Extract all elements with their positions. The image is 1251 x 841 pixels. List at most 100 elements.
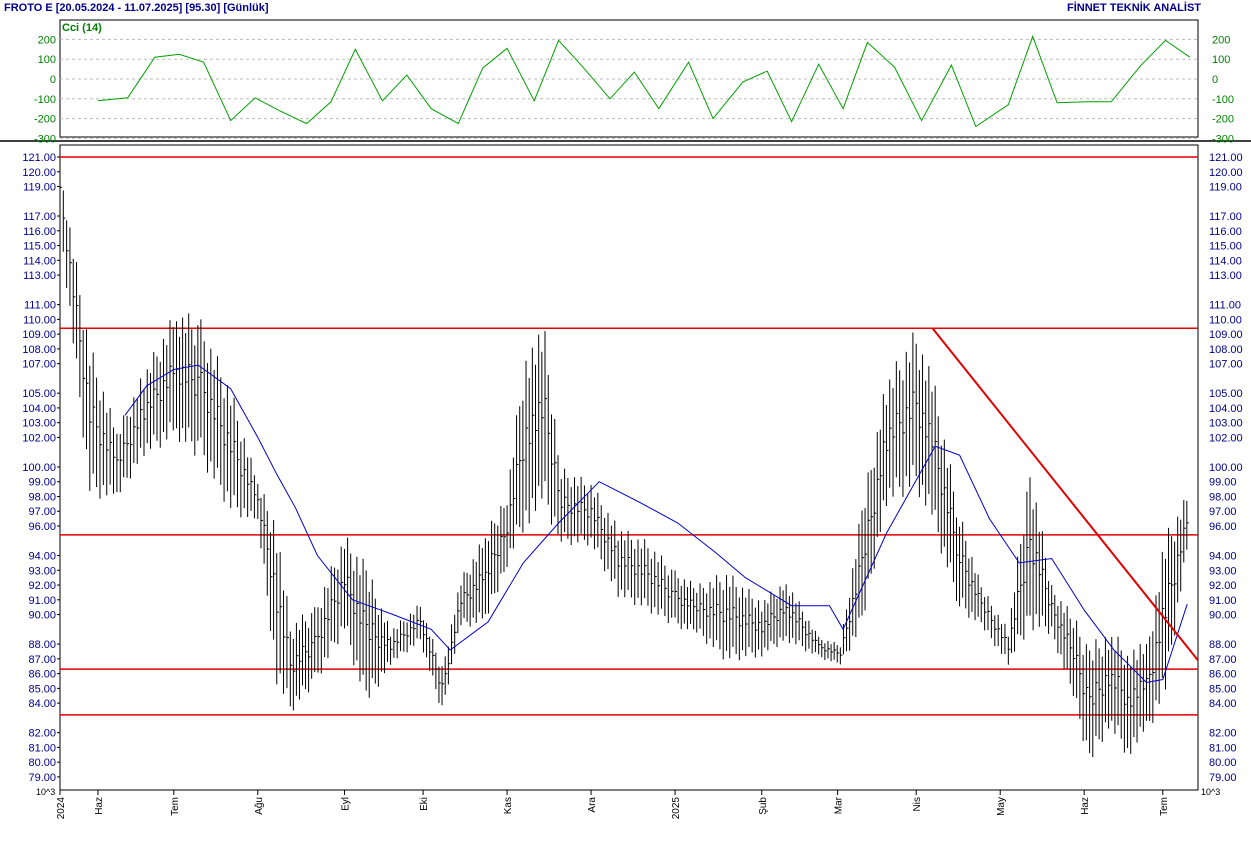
price-ytick-left: 121.00 bbox=[22, 152, 56, 164]
price-ytick-left: 120.00 bbox=[22, 167, 56, 179]
cci-ytick-left: 0 bbox=[50, 74, 56, 86]
moving-average bbox=[124, 364, 1188, 684]
price-ytick-left: 86.00 bbox=[28, 669, 56, 681]
trendline-group bbox=[931, 327, 1199, 661]
x-tick-label: Ara bbox=[587, 797, 598, 813]
price-ytick-right: 93.00 bbox=[1209, 565, 1237, 577]
cci-ytick-right: 100 bbox=[1212, 54, 1230, 66]
price-ytick-left: 104.00 bbox=[22, 403, 56, 415]
price-ytick-left: 110.00 bbox=[23, 314, 56, 326]
price-ytick-left: 85.00 bbox=[28, 683, 56, 695]
x-tick-label: Tem bbox=[1159, 797, 1170, 816]
price-ytick-right: 109.00 bbox=[1209, 329, 1243, 341]
price-ytick-right: 114.00 bbox=[1209, 255, 1242, 267]
x-tick-label: Nis bbox=[912, 797, 923, 811]
price-ytick-right: 86.00 bbox=[1209, 669, 1237, 681]
cci-ytick-left: 200 bbox=[38, 34, 56, 46]
price-ytick-right: 90.00 bbox=[1209, 610, 1237, 622]
cci-ytick-left: -100 bbox=[34, 94, 56, 106]
price-ytick-right: 103.00 bbox=[1209, 418, 1243, 430]
price-ytick-left: 109.00 bbox=[22, 329, 56, 341]
price-ytick-right: 94.00 bbox=[1209, 551, 1237, 563]
price-ytick-right: 116.00 bbox=[1209, 226, 1242, 238]
price-ytick-left: 80.00 bbox=[28, 757, 56, 769]
price-ytick-left: 102.00 bbox=[22, 432, 56, 444]
price-ytick-left: 111.00 bbox=[24, 300, 56, 312]
horizontal-levels bbox=[60, 156, 1198, 716]
price-ytick-right: 110.00 bbox=[1209, 314, 1242, 326]
price-ytick-left: 103.00 bbox=[22, 418, 56, 430]
cci-ytick-right: -200 bbox=[1212, 114, 1234, 126]
price-ytick-right: 121.00 bbox=[1209, 152, 1243, 164]
ma-line bbox=[124, 364, 1188, 684]
price-ytick-right: 88.00 bbox=[1209, 639, 1237, 651]
price-ytick-left: 98.00 bbox=[28, 491, 56, 503]
price-ytick-right: 99.00 bbox=[1209, 477, 1237, 489]
x-axis-ticks: 2024 Haz Tem Ağu Eyl Eki Kas Ara 2025 Şub Mar Nis Ma… bbox=[56, 790, 1170, 819]
price-ytick-left: 79.00 bbox=[28, 772, 56, 784]
chart-title: FROTO E [20.05.2024 - 11.07.2025] [95.30… bbox=[4, 2, 269, 14]
price-ytick-right: 104.00 bbox=[1209, 403, 1243, 415]
price-ytick-right: 98.00 bbox=[1209, 491, 1237, 503]
cci-ytick-left: 100 bbox=[38, 54, 56, 66]
x-tick-label: 2025 bbox=[671, 797, 682, 820]
price-ytick-right: 108.00 bbox=[1209, 344, 1243, 356]
unit-label-left: 10^3 bbox=[36, 787, 55, 797]
x-tick-label: Eki bbox=[419, 797, 430, 811]
cci-panel bbox=[97, 34, 1191, 128]
price-ytick-left: 114.00 bbox=[23, 255, 56, 267]
cci-ytick-left: -200 bbox=[34, 114, 56, 126]
chart-frames bbox=[0, 19, 1251, 791]
price-ytick-right: 87.00 bbox=[1209, 654, 1237, 666]
price-ytick-left: 81.00 bbox=[28, 742, 56, 754]
price-ytick-right: 117.00 bbox=[1209, 211, 1242, 223]
x-tick-label: Ağu bbox=[254, 797, 265, 815]
cci-title: Cci (14) bbox=[62, 22, 102, 34]
price-ytick-left: 93.00 bbox=[28, 565, 56, 577]
price-ytick-left: 88.00 bbox=[28, 639, 56, 651]
price-ytick-right: 79.00 bbox=[1209, 772, 1237, 784]
price-ytick-right: 81.00 bbox=[1209, 742, 1237, 754]
cci-ytick-right: 200 bbox=[1212, 34, 1230, 46]
price-ytick-right: 92.00 bbox=[1209, 580, 1237, 592]
price-ytick-left: 105.00 bbox=[22, 388, 56, 400]
price-ytick-left: 108.00 bbox=[22, 344, 56, 356]
price-ytick-left: 90.00 bbox=[28, 610, 56, 622]
price-ytick-right: 85.00 bbox=[1209, 683, 1237, 695]
price-ytick-left: 100.00 bbox=[22, 462, 56, 474]
cci-line bbox=[97, 34, 1191, 128]
x-tick-label: Mar bbox=[834, 796, 845, 814]
cci-ytick-right: -100 bbox=[1212, 94, 1234, 106]
cci-ytick-left: -300 bbox=[34, 133, 56, 145]
y-axis-ticks: 200 200 100 100 0 0 -100 -100 -200 -200 -300 -300 12… bbox=[22, 34, 1242, 784]
price-ytick-left: 99.00 bbox=[28, 477, 56, 489]
x-tick-label: Eyl bbox=[341, 797, 352, 811]
price-ytick-left: 117.00 bbox=[23, 211, 56, 223]
unit-label-right: 10^3 bbox=[1201, 787, 1220, 797]
price-ytick-right: 96.00 bbox=[1209, 521, 1237, 533]
price-ytick-right: 91.00 bbox=[1209, 595, 1237, 607]
price-ytick-left: 92.00 bbox=[28, 580, 56, 592]
price-ytick-right: 82.00 bbox=[1209, 728, 1237, 740]
price-ytick-left: 116.00 bbox=[23, 226, 56, 238]
price-ytick-right: 115.00 bbox=[1209, 241, 1242, 253]
price-ytick-right: 105.00 bbox=[1209, 388, 1243, 400]
x-tick-label: Kas bbox=[503, 797, 514, 814]
price-ytick-right: 100.00 bbox=[1209, 462, 1243, 474]
cci-ytick-right: 0 bbox=[1212, 74, 1218, 86]
price-ytick-left: 91.00 bbox=[28, 595, 56, 607]
price-ytick-right: 113.00 bbox=[1209, 270, 1242, 282]
price-ytick-right: 107.00 bbox=[1209, 359, 1243, 371]
brand-label: FİNNET TEKNİK ANALİST bbox=[1066, 2, 1201, 14]
price-bars bbox=[59, 162, 1189, 758]
price-ytick-left: 113.00 bbox=[23, 270, 56, 282]
price-ytick-left: 96.00 bbox=[28, 521, 56, 533]
price-ytick-right: 84.00 bbox=[1209, 698, 1237, 710]
price-ytick-left: 115.00 bbox=[23, 241, 56, 253]
price-ytick-right: 80.00 bbox=[1209, 757, 1237, 769]
trendline bbox=[931, 327, 1199, 661]
price-ytick-right: 102.00 bbox=[1209, 432, 1243, 444]
price-frame bbox=[59, 144, 1199, 791]
cci-ytick-right: -300 bbox=[1212, 133, 1234, 145]
